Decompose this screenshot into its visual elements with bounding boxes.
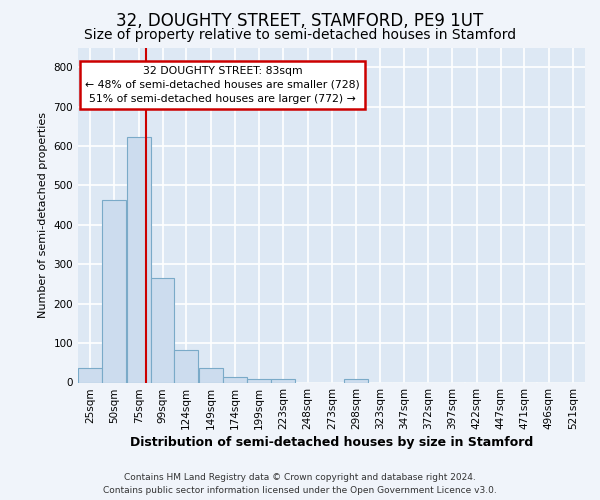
Bar bbox=[174, 350, 199, 382]
Bar bbox=[247, 378, 271, 382]
Bar bbox=[271, 380, 295, 382]
Bar bbox=[78, 368, 102, 382]
Text: Size of property relative to semi-detached houses in Stamford: Size of property relative to semi-detach… bbox=[84, 28, 516, 42]
Bar bbox=[103, 200, 127, 382]
Bar bbox=[151, 278, 174, 382]
Bar bbox=[199, 368, 223, 382]
Bar bbox=[344, 380, 368, 382]
Bar bbox=[127, 137, 151, 382]
X-axis label: Distribution of semi-detached houses by size in Stamford: Distribution of semi-detached houses by … bbox=[130, 436, 533, 450]
Text: 32 DOUGHTY STREET: 83sqm
← 48% of semi-detached houses are smaller (728)
51% of : 32 DOUGHTY STREET: 83sqm ← 48% of semi-d… bbox=[85, 66, 360, 104]
Y-axis label: Number of semi-detached properties: Number of semi-detached properties bbox=[38, 112, 48, 318]
Bar bbox=[223, 376, 247, 382]
Text: Contains HM Land Registry data © Crown copyright and database right 2024.
Contai: Contains HM Land Registry data © Crown c… bbox=[103, 474, 497, 495]
Text: 32, DOUGHTY STREET, STAMFORD, PE9 1UT: 32, DOUGHTY STREET, STAMFORD, PE9 1UT bbox=[116, 12, 484, 30]
